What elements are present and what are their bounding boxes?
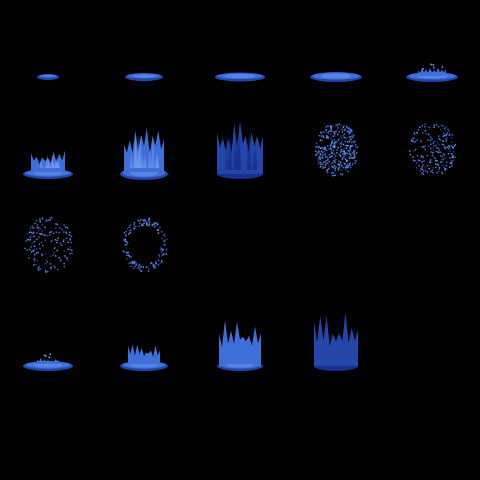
flame-low-sprite xyxy=(23,150,73,179)
sprite-frame-puddle-grow-4 xyxy=(288,0,384,96)
sparkle-ring-sprite xyxy=(122,217,168,273)
puddle-splash-sprite xyxy=(406,63,458,82)
puddle-sprite xyxy=(310,72,362,82)
sprite-frame-flame-burst-5 xyxy=(384,96,480,192)
sparkle-faint-sprite xyxy=(24,216,73,273)
sprite-frame-puddle-grow-2 xyxy=(96,0,192,96)
flame-full-sprite xyxy=(217,121,263,179)
puddle-sprite xyxy=(215,72,265,82)
sprite-frame-flame-burst-3 xyxy=(192,96,288,192)
sprite-frame-puddle-grow-5 xyxy=(384,0,480,96)
sprite-frame-puddle-grow-3 xyxy=(192,0,288,96)
sprite-frame-flame-burst-1 xyxy=(0,96,96,192)
puddle-sprite xyxy=(37,74,59,80)
sprite-frame-dissipate-1 xyxy=(0,192,96,288)
flame-medium-sprite xyxy=(217,320,263,371)
sprite-frame-flame-burst-2 xyxy=(96,96,192,192)
flame-short-sprite xyxy=(120,344,168,371)
puddle-splash-small-sprite xyxy=(23,353,73,371)
sprite-frame-rise-4 xyxy=(288,288,384,384)
sprite-frame-rise-3 xyxy=(192,288,288,384)
sprite-frame-puddle-grow-1 xyxy=(0,0,96,96)
sparkle-sparse-sprite xyxy=(409,123,457,175)
flame-dark-sprite xyxy=(314,312,358,371)
sparkle-dense-sprite xyxy=(315,123,359,177)
puddle-sprite xyxy=(125,73,163,81)
sprite-frame-dissipate-2 xyxy=(96,192,192,288)
sprite-frame-flame-burst-4 xyxy=(288,96,384,192)
sprite-frame-rise-1 xyxy=(0,288,96,384)
flame-tall-sprite xyxy=(120,127,168,180)
sprite-frame-rise-2 xyxy=(96,288,192,384)
